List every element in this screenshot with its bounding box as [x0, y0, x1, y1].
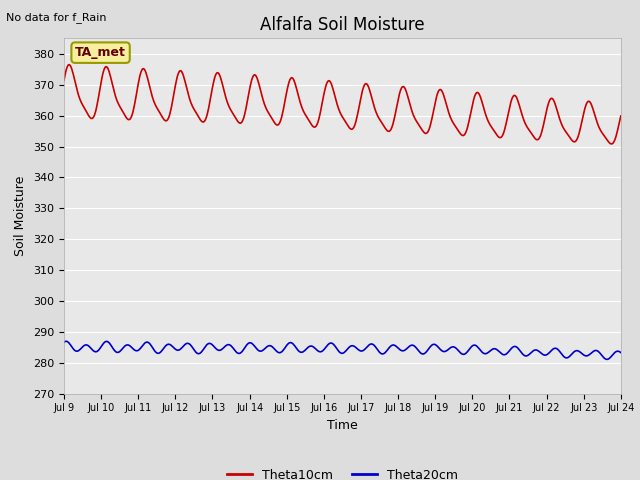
Text: TA_met: TA_met [75, 46, 126, 59]
Title: Alfalfa Soil Moisture: Alfalfa Soil Moisture [260, 16, 425, 34]
X-axis label: Time: Time [327, 419, 358, 432]
Y-axis label: Soil Moisture: Soil Moisture [15, 176, 28, 256]
Text: No data for f_Rain: No data for f_Rain [6, 12, 107, 23]
Legend: Theta10cm, Theta20cm: Theta10cm, Theta20cm [222, 464, 463, 480]
